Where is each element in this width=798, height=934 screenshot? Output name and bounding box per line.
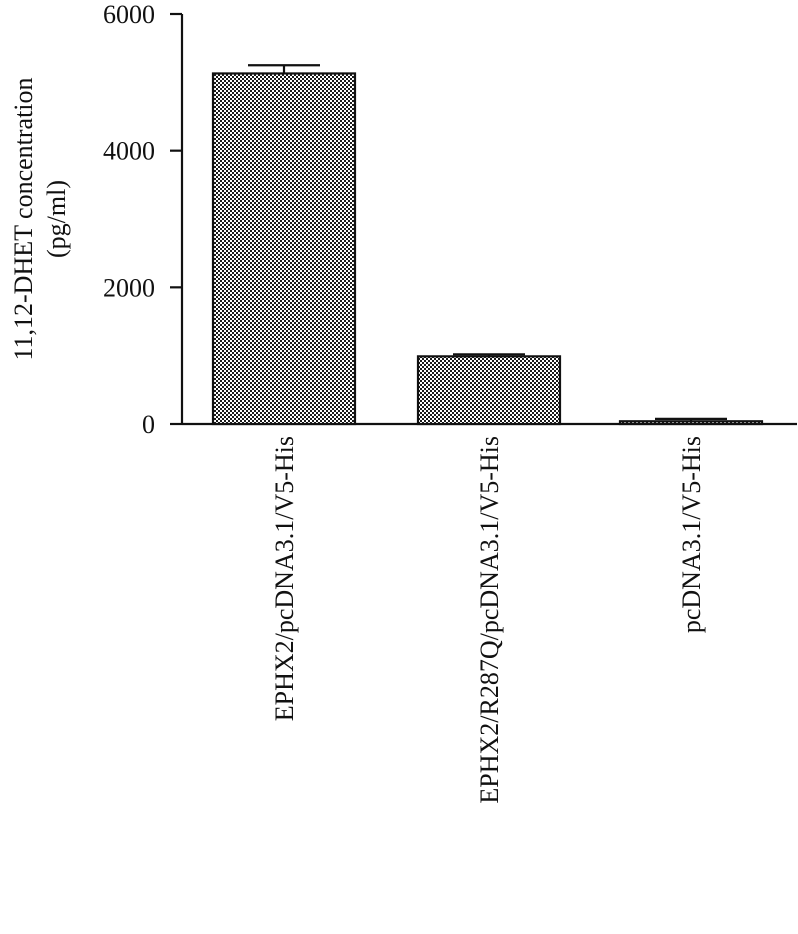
- y-tick-label: 0: [142, 410, 155, 439]
- y-tick-label: 4000: [103, 137, 155, 166]
- error-bar-3: [655, 417, 727, 422]
- y-tick-label: 2000: [103, 273, 155, 302]
- error-bar-2: [453, 353, 525, 357]
- y-axis-title-line1: 11,12-DHET concentration: [9, 77, 38, 360]
- x-tick-label-3: pcDNA3.1/V5-His: [677, 436, 706, 633]
- y-tick-label: 6000: [103, 0, 155, 29]
- bar-2: [416, 355, 562, 426]
- y-ticks: 0 2000 4000 6000: [103, 0, 182, 439]
- bar-1: [211, 72, 357, 426]
- x-tick-label-1: EPHX2/pcDNA3.1/V5-His: [270, 436, 299, 721]
- x-tick-labels: EPHX2/pcDNA3.1/V5-His EPHX2/R287Q/pcDNA3.…: [270, 436, 706, 804]
- x-tick-label-2: EPHX2/R287Q/pcDNA3.1/V5-His: [475, 436, 504, 804]
- bar-3: [618, 420, 764, 426]
- error-bar-1: [248, 64, 320, 74]
- error-bars: [248, 64, 727, 422]
- bars: [211, 72, 764, 426]
- y-axis-title: 11,12-DHET concentration (pg/ml): [9, 77, 71, 360]
- y-axis-title-line2: (pg/ml): [42, 180, 71, 258]
